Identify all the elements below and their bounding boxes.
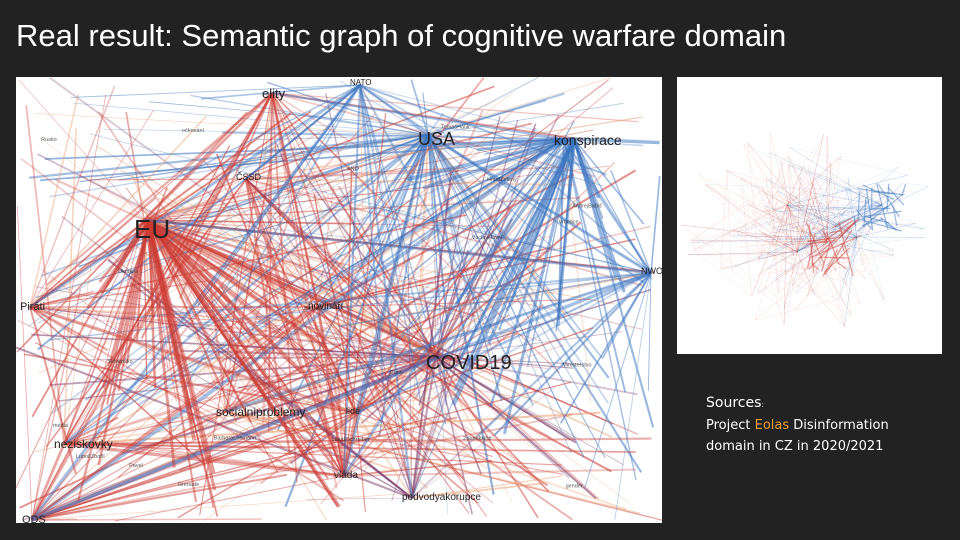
sources-block: Sources: Project Eolas Disinformation do… [706, 393, 936, 457]
graph-minor-node-label: LubošZbořil [76, 454, 105, 460]
graph-minor-node-label: BillGates [304, 306, 326, 312]
graph-node-label: vláda [334, 470, 358, 481]
graph-overview-image [677, 77, 942, 354]
graph-node-label: USA [418, 129, 455, 149]
graph-minor-node-label: očkování [182, 128, 204, 134]
graph-minor-node-label: VáclavHavel [472, 235, 503, 241]
graph-node-label: ČSSD [236, 172, 262, 182]
graph-minor-node-label: ZdeněkHřib [463, 436, 491, 442]
slide-title: Real result: Semantic graph of cognitive… [16, 18, 787, 53]
eolas-highlight: Eolas [754, 418, 790, 433]
semantic-graph-canvas: EU COVID19 USA konspirace elity socialniprobl… [16, 77, 662, 523]
graph-minor-node-label: HnutíZelený [487, 177, 517, 183]
graph-node-label: EU [134, 214, 170, 244]
graph-labels: EU COVID19 USA konspirace elity socialniprobl… [20, 78, 662, 523]
graph-node-label: konspirace [554, 132, 622, 148]
graph-minor-node-label: TomášHalík [441, 124, 470, 130]
graph-node-label: lidé [346, 406, 360, 416]
graph-minor-node-label: BarbaraLeemann [214, 436, 257, 442]
graph-overview-canvas [681, 132, 929, 327]
graph-node-label: elity [262, 86, 286, 101]
graph-node-label: socialniproblemy [216, 405, 305, 419]
graph-minor-node-label: Slovensko [107, 359, 132, 365]
graph-node-label: podvodyakorupce [402, 492, 481, 503]
graph-node-label: COVID19 [426, 352, 512, 374]
graph-node-label: novináři [308, 301, 343, 312]
graph-minor-node-label: ANO [347, 167, 360, 173]
graph-node-label: NWO [641, 266, 662, 276]
graph-minor-node-label: Ministerstvo [562, 363, 591, 369]
graph-node-label: ODS [22, 514, 46, 523]
graph-minor-node-label: AndrejBabiš [572, 204, 602, 210]
graph-minor-node-label: Pavel [129, 463, 143, 469]
sources-heading: Sources: [706, 395, 765, 411]
graph-node-label: neziskovky [54, 437, 113, 451]
graph-minor-node-label: LukášSchreiber [331, 437, 369, 443]
graph-minor-node-label: Ukrajina [118, 269, 139, 275]
graph-node-label: NATO [350, 78, 371, 87]
graph-minor-node-label: média [53, 423, 69, 429]
graph-minor-node-label: Putin [390, 370, 403, 376]
graph-minor-node-label: Vrbetice [559, 220, 579, 226]
graph-node-label: Piráti [20, 301, 45, 313]
sources-line-2: domain in CZ in 2020/2021 [706, 439, 884, 454]
semantic-graph-image: EU COVID19 USA konspirace elity socialniprobl… [16, 77, 662, 523]
graph-minor-node-label: Rusko [41, 137, 57, 143]
sources-line-1: Project Eolas Disinformation [706, 418, 889, 433]
graph-minor-node-label: gender [566, 484, 583, 490]
graph-edges [16, 77, 662, 522]
graph-minor-node-label: Grenade [178, 482, 199, 488]
